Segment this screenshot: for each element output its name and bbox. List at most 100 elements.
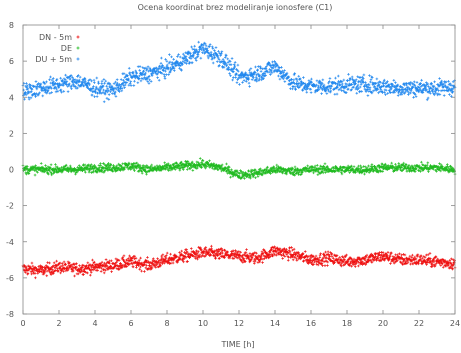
- data-point: [182, 260, 185, 264]
- data-point: [75, 265, 79, 269]
- data-point: [236, 63, 240, 67]
- data-point: [110, 92, 114, 95]
- data-point: [199, 255, 203, 259]
- data-point: [138, 69, 142, 72]
- data-point: [31, 270, 35, 274]
- data-point: [149, 80, 153, 83]
- data-point: [139, 79, 143, 83]
- data-point: [179, 257, 182, 261]
- data-point: [82, 264, 86, 267]
- data-point: [185, 250, 189, 254]
- data-point: [119, 262, 122, 265]
- data-point: [326, 250, 330, 254]
- data-point: [40, 270, 44, 274]
- data-point: [256, 175, 260, 178]
- data-point: [290, 246, 293, 249]
- data-point: [107, 93, 111, 96]
- data-point: [138, 65, 142, 68]
- data-point: [152, 257, 155, 261]
- data-point: [210, 247, 213, 251]
- data-point: [215, 252, 218, 255]
- data-point: [146, 256, 149, 259]
- data-point: [140, 171, 144, 175]
- data-point: [137, 258, 141, 262]
- data-point: [117, 259, 121, 262]
- data-point: [76, 272, 80, 276]
- data-point: [325, 92, 329, 95]
- data-point: [198, 253, 202, 257]
- legend-marker: [76, 46, 80, 50]
- data-point: [110, 270, 113, 273]
- data-point: [131, 256, 134, 260]
- data-point: [57, 269, 60, 273]
- data-point: [90, 93, 94, 97]
- data-point: [190, 61, 194, 64]
- data-point: [165, 251, 169, 255]
- data-point: [297, 74, 301, 78]
- data-point: [392, 78, 396, 82]
- data-point: [145, 264, 148, 267]
- data-point: [286, 258, 290, 262]
- data-point: [202, 255, 206, 258]
- data-point: [121, 162, 125, 166]
- data-point: [102, 78, 106, 81]
- data-point: [234, 249, 237, 252]
- data-point: [202, 250, 206, 253]
- data-point: [79, 270, 82, 274]
- data-point: [185, 168, 189, 171]
- data-point: [295, 259, 299, 262]
- data-point: [355, 91, 359, 95]
- x-tick-label: 18: [342, 319, 352, 328]
- data-point: [130, 259, 134, 262]
- data-point: [89, 273, 92, 277]
- data-point: [72, 269, 75, 273]
- data-point: [45, 80, 48, 84]
- data-point: [91, 258, 94, 262]
- x-tick-label: 20: [378, 319, 388, 328]
- data-point: [357, 264, 360, 268]
- data-point: [342, 78, 346, 82]
- data-point: [442, 94, 446, 97]
- data-point: [93, 95, 96, 99]
- data-point: [352, 165, 356, 168]
- data-point: [239, 250, 242, 254]
- data-point: [247, 81, 251, 85]
- data-point: [248, 68, 251, 72]
- data-point: [198, 157, 202, 160]
- data-point: [60, 262, 64, 265]
- data-point: [197, 40, 201, 44]
- legend: DN - 5m DE DU + 5m: [35, 33, 80, 64]
- data-point: [199, 56, 203, 60]
- data-point: [49, 273, 53, 276]
- data-point: [184, 255, 188, 259]
- x-tick-label: 6: [128, 319, 133, 328]
- data-point: [112, 82, 116, 85]
- data-point: [92, 78, 96, 82]
- data-point: [108, 261, 111, 265]
- data-point: [409, 262, 412, 266]
- data-point: [156, 261, 160, 264]
- data-point: [25, 82, 28, 85]
- data-point: [132, 84, 136, 87]
- data-point: [235, 81, 239, 84]
- x-tick-label: 12: [234, 319, 244, 328]
- data-point: [218, 256, 221, 260]
- data-point: [305, 90, 309, 94]
- data-point: [86, 261, 90, 265]
- data-point: [120, 257, 124, 261]
- data-point: [326, 264, 329, 267]
- x-tick-label: 8: [164, 319, 169, 328]
- data-point: [133, 257, 136, 261]
- data-point: [309, 91, 313, 94]
- data-point: [44, 164, 47, 167]
- data-point: [99, 162, 102, 165]
- data-point: [293, 165, 297, 169]
- data-point: [201, 254, 205, 257]
- data-point: [178, 251, 181, 254]
- data-point: [153, 264, 157, 267]
- data-point: [188, 256, 192, 259]
- data-point: [144, 258, 147, 262]
- y-tick-label: 6: [9, 57, 14, 66]
- data-point: [58, 261, 62, 265]
- data-point: [215, 60, 219, 63]
